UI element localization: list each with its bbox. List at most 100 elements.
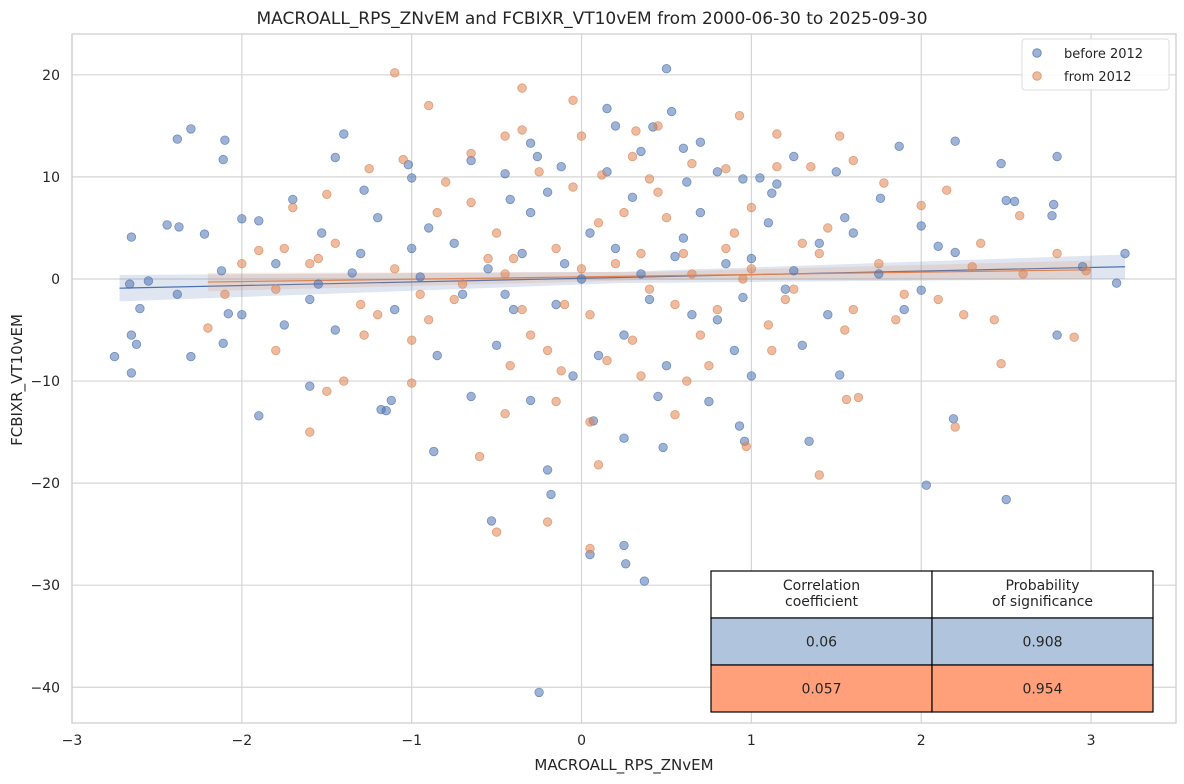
scatter-point bbox=[330, 238, 341, 249]
scatter-point bbox=[390, 264, 400, 274]
scatter-point bbox=[746, 202, 757, 213]
scatter-point bbox=[568, 371, 578, 381]
scatter-point bbox=[835, 131, 845, 141]
scatter-point bbox=[356, 299, 366, 310]
scatter-point bbox=[729, 345, 740, 356]
scatter-point bbox=[542, 345, 553, 356]
scatter-point bbox=[457, 279, 468, 289]
scatter-point bbox=[466, 197, 476, 208]
y-tick-label: −20 bbox=[30, 476, 60, 492]
scatter-point bbox=[814, 470, 825, 480]
scatter-point bbox=[767, 188, 777, 198]
regression-lines bbox=[119, 254, 1126, 302]
scatter-point bbox=[602, 103, 612, 114]
table-cell-value: 0.954 bbox=[1022, 682, 1062, 698]
scatter-point bbox=[305, 294, 315, 305]
scatter-point bbox=[627, 192, 638, 203]
scatter-point bbox=[551, 243, 561, 254]
scatter-point bbox=[687, 158, 697, 169]
scatter-point bbox=[840, 212, 850, 223]
scatter-point bbox=[670, 251, 680, 262]
table-header-cell bbox=[931, 570, 1154, 619]
scatter-point bbox=[848, 155, 859, 166]
scatter-point bbox=[432, 207, 442, 218]
scatter-point bbox=[823, 310, 833, 320]
scatter-point bbox=[1001, 494, 1011, 505]
scatter-point bbox=[220, 135, 230, 145]
scatter-point bbox=[500, 289, 510, 300]
scatter-point bbox=[491, 228, 502, 238]
scatter-point bbox=[322, 189, 332, 200]
scatter-point bbox=[653, 391, 663, 402]
scatter-point bbox=[1052, 330, 1062, 340]
scatter-point bbox=[610, 259, 621, 269]
scatter-point bbox=[373, 310, 383, 320]
scatter-point bbox=[556, 366, 566, 376]
scatter-points bbox=[109, 63, 1130, 698]
scatter-point bbox=[218, 154, 228, 165]
scatter-point bbox=[996, 359, 1006, 369]
scatter-point bbox=[989, 315, 1000, 325]
scatter-point bbox=[1052, 248, 1062, 259]
scatter-point bbox=[585, 417, 595, 427]
scatter-point bbox=[305, 427, 315, 437]
table-header-cell bbox=[710, 570, 933, 619]
scatter-point bbox=[687, 269, 697, 279]
scatter-point bbox=[746, 264, 757, 274]
legend: before 2012 from 2012 bbox=[1021, 38, 1170, 91]
scatter-point bbox=[687, 310, 697, 320]
scatter-point bbox=[517, 304, 527, 315]
scatter-point bbox=[218, 338, 228, 349]
scatter-point bbox=[288, 194, 298, 205]
scatter-point bbox=[556, 161, 566, 172]
scatter-point bbox=[814, 238, 825, 249]
scatter-point bbox=[186, 124, 196, 134]
scatter-point bbox=[853, 392, 864, 403]
scatter-point bbox=[948, 414, 959, 424]
scatter-point bbox=[398, 154, 408, 165]
scatter-point bbox=[449, 238, 459, 249]
scatter-point bbox=[237, 214, 247, 224]
scatter-point bbox=[449, 294, 459, 305]
x-tick-label: −2 bbox=[232, 733, 253, 749]
scatter-point bbox=[840, 325, 850, 335]
scatter-point bbox=[636, 146, 646, 157]
scatter-point bbox=[109, 351, 120, 362]
x-tick-label: −3 bbox=[62, 733, 83, 749]
scatter-point bbox=[682, 177, 692, 187]
scatter-point bbox=[704, 361, 714, 371]
table-cell bbox=[710, 664, 933, 713]
scatter-point bbox=[593, 218, 604, 228]
scatter-point bbox=[789, 266, 799, 276]
scatter-point bbox=[967, 262, 977, 272]
scatter-point bbox=[279, 243, 290, 254]
scatter-point bbox=[313, 253, 324, 264]
scatter-point bbox=[848, 304, 859, 315]
scatter-point bbox=[143, 276, 154, 286]
scatter-point bbox=[636, 269, 646, 279]
scatter-point bbox=[661, 212, 672, 223]
legend-marker bbox=[1032, 48, 1042, 58]
scatter-point bbox=[135, 303, 145, 314]
scatter-point bbox=[199, 229, 210, 239]
scatter-point bbox=[950, 136, 960, 146]
scatter-point bbox=[678, 248, 689, 259]
scatter-point bbox=[658, 442, 668, 453]
scatter-point bbox=[126, 368, 137, 378]
table-cell-value: 0.06 bbox=[806, 635, 837, 651]
scatter-point bbox=[237, 259, 247, 269]
table-cell-value: 0.057 bbox=[801, 682, 841, 698]
scatter-point bbox=[627, 335, 638, 345]
scatter-point bbox=[1048, 199, 1059, 210]
scatter-point bbox=[734, 421, 745, 431]
chart-title: MACROALL_RPS_ZNvEM and FCBIXR_VT10vEM fr… bbox=[256, 9, 927, 29]
x-tick-label: 3 bbox=[1087, 733, 1096, 749]
scatter-point bbox=[639, 576, 650, 586]
scatter-point bbox=[500, 269, 510, 279]
scatter-point bbox=[429, 446, 439, 457]
scatter-point bbox=[1081, 266, 1091, 276]
scatter-point bbox=[644, 284, 655, 294]
scatter-point bbox=[339, 376, 349, 386]
